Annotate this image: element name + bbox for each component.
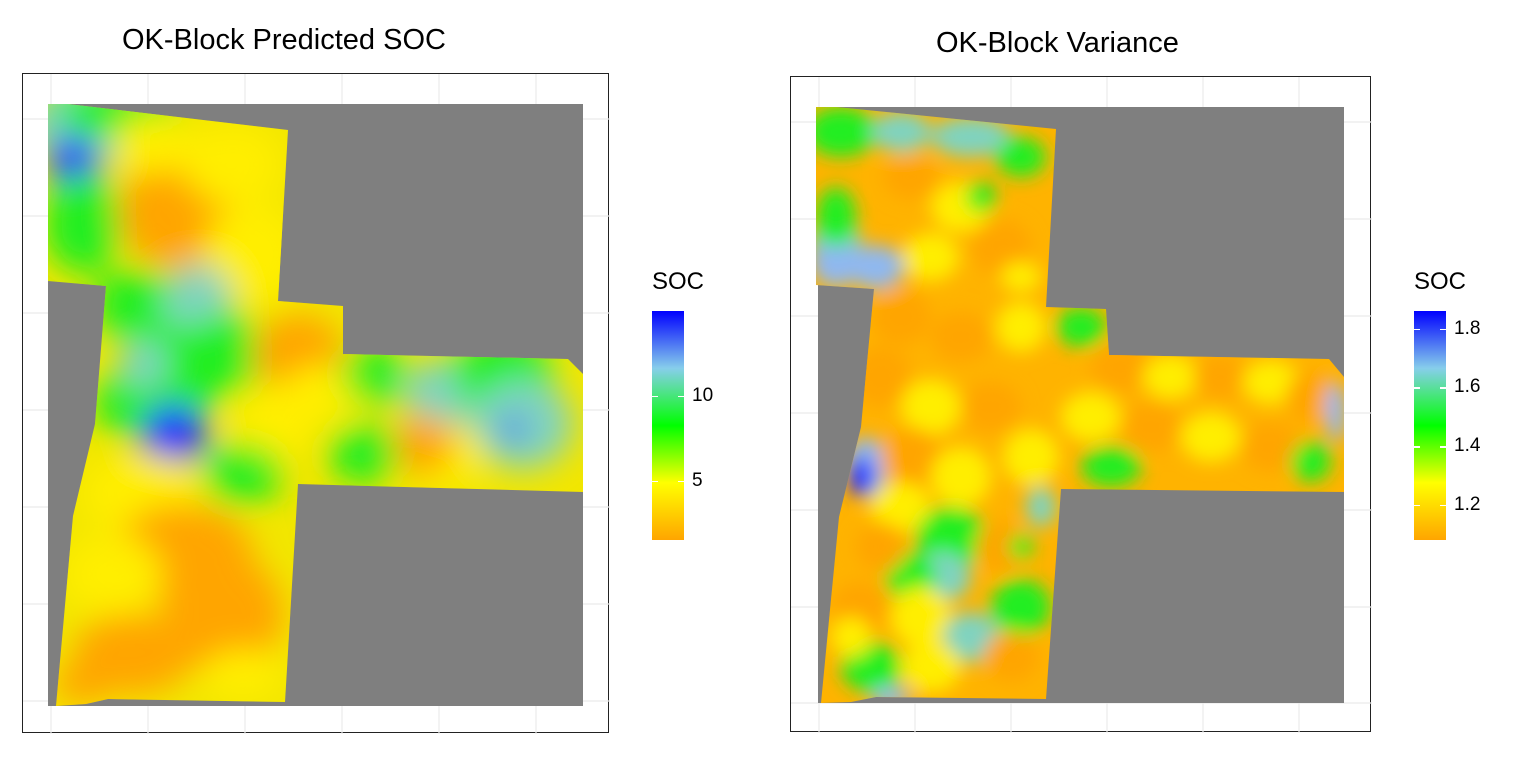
- surface-patch: [1143, 355, 1199, 399]
- surface-patch: [903, 233, 959, 281]
- surface-patch: [93, 269, 173, 339]
- legend-tick-label: 1.4: [1454, 435, 1481, 457]
- legend-tick-mark: [678, 395, 684, 398]
- surface-patch: [996, 137, 1046, 177]
- surface-patch: [871, 289, 931, 345]
- map-predicted-soc: [23, 74, 610, 734]
- surface-patch: [871, 112, 931, 152]
- surface-patch: [83, 574, 123, 614]
- soc-surface: [48, 104, 573, 704]
- surface-patch: [881, 427, 941, 487]
- legend-tick-mark: [1440, 446, 1446, 448]
- surface-patch: [203, 204, 303, 304]
- surface-patch: [1121, 402, 1181, 452]
- surface-patch: [901, 379, 961, 435]
- surface-patch: [233, 384, 313, 464]
- legend-tick-mark: [652, 480, 658, 483]
- surface-patch: [53, 664, 113, 704]
- legend-tick-label: 1.6: [1454, 376, 1481, 398]
- surface-patch: [343, 344, 403, 404]
- chart-title-variance: OK-Block Variance: [936, 27, 1179, 59]
- legend-colorbar-variance: [1414, 311, 1446, 540]
- surface-patch: [871, 687, 911, 703]
- legend-tick-mark: [678, 480, 684, 483]
- surface-patch: [1291, 442, 1331, 482]
- surface-patch: [848, 245, 904, 289]
- legend-tick-mark: [1440, 504, 1446, 507]
- surface-patch: [328, 424, 398, 484]
- surface-patch: [983, 632, 1039, 682]
- surface-patch: [931, 117, 1011, 157]
- surface-patch: [931, 447, 991, 507]
- surface-patch: [393, 414, 453, 474]
- surface-patch: [138, 404, 208, 464]
- surface-patch: [816, 187, 856, 247]
- legend-tick-mark: [1414, 504, 1420, 507]
- surface-patch: [991, 579, 1051, 635]
- surface-patch: [916, 507, 986, 567]
- surface-patch: [976, 522, 1026, 572]
- surface-patch: [816, 237, 861, 287]
- surface-patch: [1286, 372, 1336, 422]
- surface-patch: [961, 382, 1021, 432]
- legend-tick-mark: [1414, 328, 1420, 331]
- surface-patch: [883, 155, 939, 199]
- legend-tick-mark: [652, 395, 658, 398]
- surface-patch: [203, 649, 283, 699]
- legend-tick-mark: [1440, 387, 1446, 389]
- surface-patch: [816, 107, 876, 157]
- chart-title-predicted: OK-Block Predicted SOC: [122, 24, 446, 56]
- surface-patch: [996, 302, 1046, 352]
- surface-patch: [1061, 392, 1121, 442]
- surface-patch: [1003, 429, 1059, 485]
- legend-tick-mark: [1414, 446, 1420, 448]
- surface-patch: [113, 114, 193, 174]
- surface-patch: [163, 554, 283, 674]
- legend-tick-label: 1.8: [1454, 317, 1481, 339]
- legend-colorbar-predicted: [652, 311, 684, 540]
- legend-tick-label: 10: [692, 384, 714, 406]
- surface-patch: [93, 374, 153, 434]
- legend-tick-mark: [1440, 328, 1446, 331]
- surface-patch: [871, 482, 931, 532]
- plot-panel-predicted: [22, 73, 610, 734]
- surface-patch: [1326, 382, 1344, 442]
- surface-patch: [1026, 487, 1056, 527]
- surface-patch: [1243, 360, 1299, 404]
- surface-patch: [831, 617, 871, 657]
- surface-patch: [1181, 412, 1241, 462]
- surface-patch: [118, 339, 168, 389]
- legend-tick-label: 1.2: [1454, 493, 1481, 515]
- surface-patch: [891, 587, 951, 647]
- surface-patch: [503, 417, 523, 441]
- surface-patch: [1081, 447, 1141, 487]
- surface-patch: [183, 124, 283, 204]
- surface-patch: [971, 219, 1031, 275]
- surface-patch: [901, 642, 961, 692]
- legend-tick-mark: [1414, 387, 1420, 389]
- surface-patch: [966, 182, 996, 212]
- surface-patch: [1056, 307, 1106, 347]
- map-variance: [791, 77, 1372, 733]
- plot-panel-variance: [790, 76, 1372, 733]
- surface-patch: [48, 174, 123, 274]
- surface-patch: [931, 312, 991, 362]
- surface-patch: [1009, 535, 1033, 559]
- surface-patch: [1001, 262, 1041, 292]
- surface-patch: [856, 522, 906, 572]
- variance-surface: [816, 107, 1344, 703]
- legend-tick-label: 5: [692, 469, 703, 491]
- surface-patch: [1193, 355, 1249, 399]
- legend-title-variance: SOC: [1414, 268, 1467, 295]
- surface-patch: [203, 444, 283, 504]
- legend-title-predicted: SOC: [652, 268, 705, 295]
- surface-patch: [473, 379, 573, 469]
- surface-patch: [849, 457, 873, 497]
- surface-patch: [183, 314, 263, 394]
- surface-patch: [1241, 422, 1301, 472]
